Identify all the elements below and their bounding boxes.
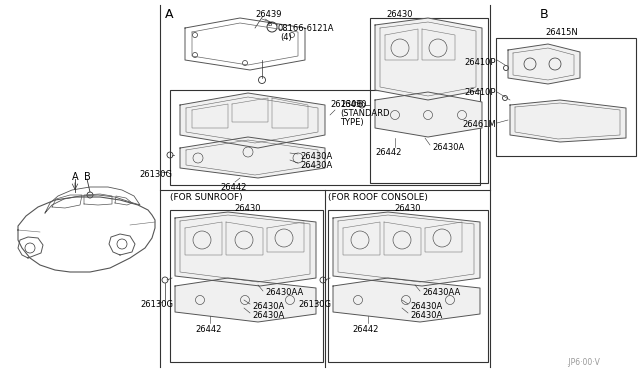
Text: 26130G: 26130G <box>298 300 331 309</box>
Text: 26410P: 26410P <box>465 58 496 67</box>
Polygon shape <box>175 212 316 286</box>
Text: (STANDARD: (STANDARD <box>340 109 390 118</box>
Text: TYPE): TYPE) <box>340 118 364 127</box>
Text: 26430A: 26430A <box>300 161 332 170</box>
Polygon shape <box>180 93 325 148</box>
Text: A: A <box>72 172 79 182</box>
Text: 26130G: 26130G <box>330 100 363 109</box>
Text: 26430A: 26430A <box>432 143 464 152</box>
Text: 26442: 26442 <box>195 325 221 334</box>
Text: 26442: 26442 <box>220 183 246 192</box>
Polygon shape <box>375 92 482 137</box>
Text: .JP6·00·V: .JP6·00·V <box>566 358 600 367</box>
Bar <box>328 210 488 362</box>
Text: (FOR ROOF CONSOLE): (FOR ROOF CONSOLE) <box>328 193 428 202</box>
Text: 26430A: 26430A <box>252 302 284 311</box>
Text: 26430: 26430 <box>340 100 367 109</box>
Text: 26430A: 26430A <box>300 152 332 161</box>
Polygon shape <box>508 44 580 84</box>
Polygon shape <box>180 137 325 178</box>
Text: 26130G: 26130G <box>139 170 172 179</box>
Polygon shape <box>375 18 482 100</box>
Text: (4): (4) <box>280 33 292 42</box>
Text: 26461M: 26461M <box>462 120 496 129</box>
Text: 26430A: 26430A <box>410 311 442 320</box>
Text: 26430: 26430 <box>235 204 261 213</box>
Bar <box>496 38 636 156</box>
Text: 08166-6121A: 08166-6121A <box>278 24 335 33</box>
Text: 26430A: 26430A <box>252 311 284 320</box>
Text: 26430A: 26430A <box>410 302 442 311</box>
Bar <box>170 210 323 362</box>
Polygon shape <box>175 278 316 322</box>
Text: A: A <box>165 8 173 21</box>
Text: 26410P: 26410P <box>465 88 496 97</box>
Text: (FOR SUNROOF): (FOR SUNROOF) <box>170 193 243 202</box>
Text: B: B <box>268 22 272 27</box>
Text: B: B <box>540 8 548 21</box>
Polygon shape <box>510 100 626 142</box>
Text: 26442: 26442 <box>375 148 401 157</box>
Bar <box>370 18 488 183</box>
Polygon shape <box>333 278 480 322</box>
Bar <box>170 90 480 185</box>
Text: 26430AA: 26430AA <box>265 288 303 297</box>
Text: 26439: 26439 <box>255 10 282 19</box>
Text: 26430: 26430 <box>387 10 413 19</box>
Text: 26430AA: 26430AA <box>422 288 460 297</box>
Text: 26415N: 26415N <box>545 28 578 37</box>
Text: B: B <box>84 172 91 182</box>
Text: 26130G: 26130G <box>140 300 173 309</box>
Polygon shape <box>333 212 480 286</box>
Text: 26430: 26430 <box>395 204 421 213</box>
Text: 26442: 26442 <box>352 325 378 334</box>
